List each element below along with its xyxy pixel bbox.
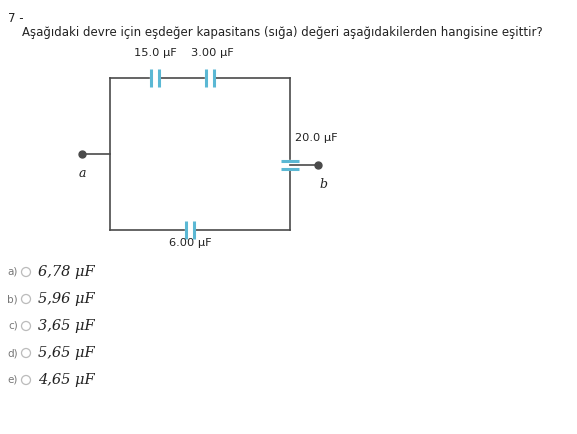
- Text: 15.0 μF: 15.0 μF: [134, 48, 177, 58]
- Text: d): d): [8, 348, 18, 358]
- Text: a: a: [78, 167, 86, 180]
- Text: 5,65 μF: 5,65 μF: [38, 346, 95, 360]
- Text: 4,65 μF: 4,65 μF: [38, 373, 95, 387]
- Text: 3,65 μF: 3,65 μF: [38, 319, 95, 333]
- Text: 5,96 μF: 5,96 μF: [38, 292, 95, 306]
- Text: 6,78 μF: 6,78 μF: [38, 265, 95, 279]
- Text: e): e): [8, 375, 18, 385]
- Text: c): c): [8, 321, 18, 331]
- Text: b: b: [319, 178, 327, 191]
- Text: 20.0 μF: 20.0 μF: [295, 133, 338, 143]
- Text: a): a): [8, 267, 18, 277]
- Text: 7 -: 7 -: [8, 12, 24, 25]
- Text: 6.00 μF: 6.00 μF: [168, 238, 211, 248]
- Text: Aşağıdaki devre için eşdeğer kapasitans (sığa) değeri aşağıdakilerden hangisine : Aşağıdaki devre için eşdeğer kapasitans …: [22, 26, 543, 39]
- Text: b): b): [8, 294, 18, 304]
- Text: 3.00 μF: 3.00 μF: [190, 48, 233, 58]
